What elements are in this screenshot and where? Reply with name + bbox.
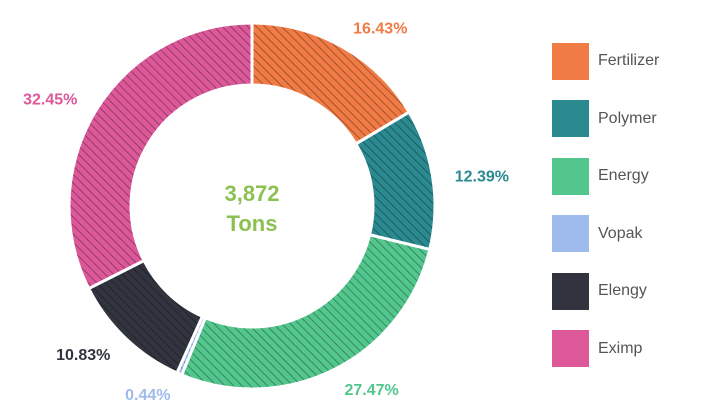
legend-item-vopak[interactable]: Vopak xyxy=(552,215,659,253)
legend-label: Eximp xyxy=(598,339,643,357)
slice-label-eximp: 32.45% xyxy=(23,92,77,109)
legend-label: Energy xyxy=(598,167,649,185)
slice-label-energy: 27.47% xyxy=(344,382,398,399)
legend-swatch xyxy=(552,272,589,310)
slice-labels: 16.43% 12.39% 27.47% 0.44% 10.83% 32.45% xyxy=(23,21,509,404)
slice-label-polymer: 12.39% xyxy=(455,168,509,185)
legend-swatch xyxy=(552,330,589,368)
slice-energy[interactable] xyxy=(179,232,432,391)
legend-label: Fertilizer xyxy=(598,52,660,69)
legend-item-elengy[interactable]: Elengy xyxy=(552,272,659,310)
legend-swatch xyxy=(552,42,589,80)
slice-eximp[interactable] xyxy=(67,21,254,291)
legend-item-polymer[interactable]: Polymer xyxy=(552,100,659,138)
legend-item-fertilizer[interactable]: Fertilizer xyxy=(552,42,659,80)
legend-label: Vopak xyxy=(598,224,643,242)
legend-swatch xyxy=(552,100,589,138)
legend-item-eximp[interactable]: Eximp xyxy=(552,330,659,368)
slice-label-elengy: 10.83% xyxy=(56,347,110,364)
legend: Fertilizer Polymer Energy Vopak Elengy E… xyxy=(552,42,659,388)
legend-swatch xyxy=(552,215,589,253)
center-value: 3,872 xyxy=(224,181,279,206)
legend-label: Polymer xyxy=(598,109,657,127)
slice-label-vopak: 0.44% xyxy=(125,387,170,404)
legend-swatch xyxy=(552,157,589,195)
slice-label-fertilizer: 16.43% xyxy=(353,21,407,38)
center-unit: Tons xyxy=(227,211,278,236)
legend-item-energy[interactable]: Energy xyxy=(552,157,659,195)
donut-slices xyxy=(67,21,437,391)
legend-label: Elengy xyxy=(598,282,647,300)
